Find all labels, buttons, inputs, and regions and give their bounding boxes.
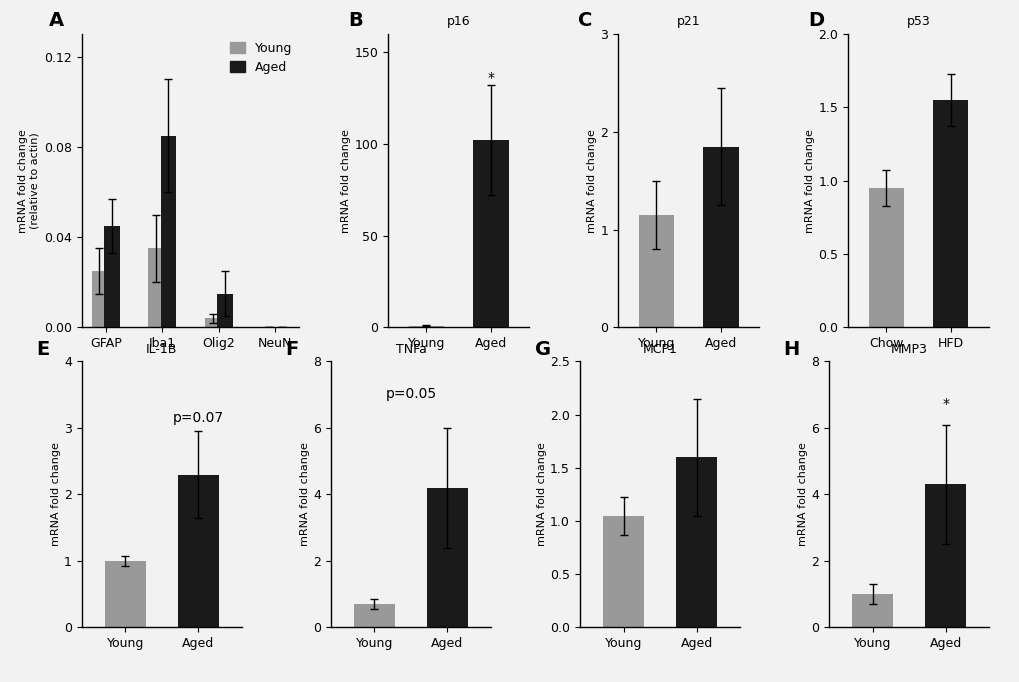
Bar	[105, 561, 146, 627]
Bar	[427, 488, 467, 627]
Bar	[354, 604, 394, 627]
Y-axis label: mRNA fold change: mRNA fold change	[341, 129, 352, 233]
Bar	[473, 140, 508, 327]
Text: MMP3: MMP3	[890, 343, 926, 356]
Bar	[932, 100, 967, 327]
Bar	[409, 325, 443, 327]
Text: p21: p21	[677, 15, 700, 28]
Text: p=0.07: p=0.07	[173, 411, 224, 425]
Text: D: D	[807, 11, 823, 29]
Bar	[217, 293, 232, 327]
Bar	[702, 147, 738, 327]
Text: IL-1B: IL-1B	[146, 343, 177, 356]
Bar	[160, 136, 176, 327]
Bar	[638, 215, 674, 327]
Bar	[868, 188, 903, 327]
Text: C: C	[578, 11, 592, 29]
Legend: Young, Aged: Young, Aged	[224, 37, 297, 79]
Bar	[676, 457, 716, 627]
Text: A: A	[49, 11, 64, 29]
Text: E: E	[37, 340, 50, 359]
Text: G: G	[534, 340, 550, 359]
Y-axis label: mRNA fold change: mRNA fold change	[805, 129, 814, 233]
Y-axis label: mRNA fold change: mRNA fold change	[587, 129, 597, 233]
Bar	[178, 475, 218, 627]
Y-axis label: mRNA fold change: mRNA fold change	[537, 443, 546, 546]
Bar	[603, 516, 643, 627]
Bar	[148, 248, 164, 327]
Text: p53: p53	[906, 15, 929, 28]
Text: B: B	[347, 11, 363, 29]
Bar	[924, 484, 965, 627]
Text: p16: p16	[446, 15, 470, 28]
Text: *: *	[942, 398, 948, 411]
Bar	[205, 318, 220, 327]
Text: p=0.05: p=0.05	[385, 387, 436, 401]
Y-axis label: mRNA fold change: mRNA fold change	[798, 443, 807, 546]
Text: F: F	[285, 340, 299, 359]
Bar	[92, 271, 107, 327]
Text: TNFa: TNFa	[395, 343, 426, 356]
Y-axis label: mRNA fold change
(relative to actin): mRNA fold change (relative to actin)	[18, 129, 40, 233]
Y-axis label: mRNA fold change: mRNA fold change	[300, 443, 310, 546]
Bar	[104, 226, 119, 327]
Text: MCP1: MCP1	[642, 343, 677, 356]
Text: H: H	[783, 340, 799, 359]
Bar	[852, 594, 892, 627]
Text: *: *	[487, 72, 494, 85]
Y-axis label: mRNA fold change: mRNA fold change	[51, 443, 61, 546]
